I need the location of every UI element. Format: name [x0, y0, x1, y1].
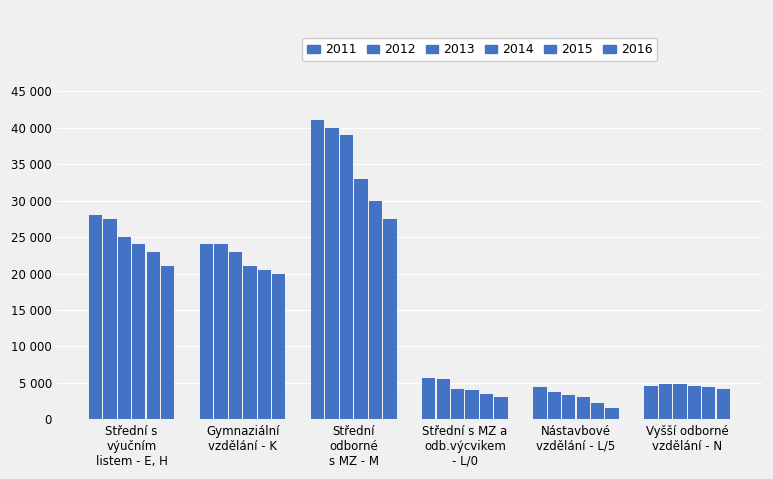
Bar — [383, 219, 397, 419]
Bar — [132, 244, 145, 419]
Bar — [161, 266, 174, 419]
Bar — [369, 201, 382, 419]
Bar — [117, 237, 131, 419]
Bar — [605, 408, 618, 419]
Bar — [480, 394, 493, 419]
Bar — [451, 389, 465, 419]
Bar — [494, 397, 508, 419]
Legend: 2011, 2012, 2013, 2014, 2015, 2016: 2011, 2012, 2013, 2014, 2015, 2016 — [302, 38, 657, 61]
Bar — [272, 274, 285, 419]
Bar — [325, 128, 339, 419]
Bar — [200, 244, 213, 419]
Bar — [354, 179, 368, 419]
Bar — [422, 378, 435, 419]
Bar — [645, 386, 658, 419]
Bar — [311, 121, 325, 419]
Bar — [688, 386, 701, 419]
Bar — [89, 215, 102, 419]
Bar — [673, 384, 686, 419]
Bar — [591, 403, 604, 419]
Bar — [340, 135, 353, 419]
Bar — [717, 389, 730, 419]
Bar — [577, 398, 590, 419]
Bar — [147, 251, 160, 419]
Bar — [465, 390, 478, 419]
Bar — [257, 270, 271, 419]
Bar — [243, 266, 257, 419]
Bar — [562, 395, 575, 419]
Bar — [659, 384, 672, 419]
Bar — [229, 251, 242, 419]
Bar — [104, 219, 117, 419]
Bar — [214, 244, 227, 419]
Bar — [547, 392, 561, 419]
Bar — [533, 387, 547, 419]
Bar — [437, 379, 450, 419]
Bar — [702, 387, 715, 419]
